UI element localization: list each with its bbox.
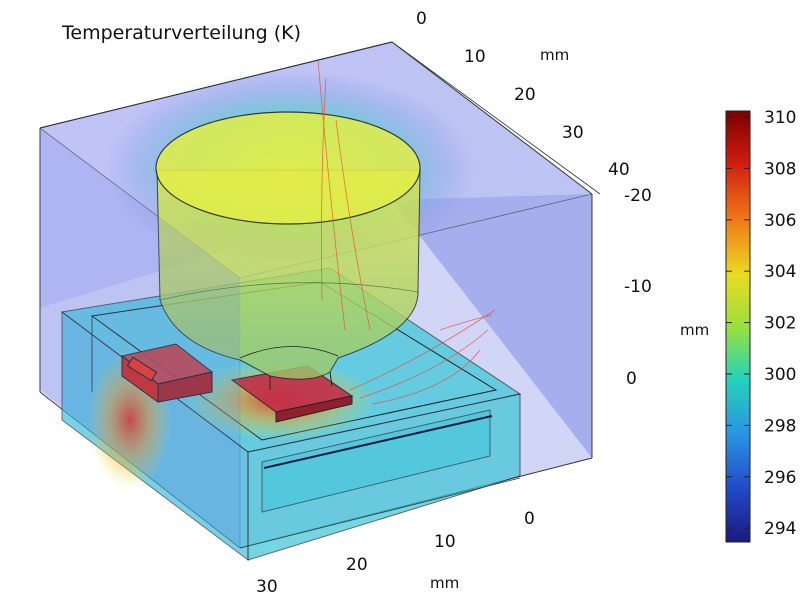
z-axis: -20 -10 0 mm [624,186,709,389]
colorbar-tick-label: 308 [764,159,796,179]
y-tick-0: 0 [416,9,427,29]
x-tick-0: 0 [524,509,535,529]
x-axis-unit: mm [430,574,459,592]
x-tick-3: 30 [256,577,278,597]
z-tick-1: -10 [624,277,652,297]
colorbar-tick-label: 304 [764,262,796,282]
y-tick-4: 40 [608,160,630,180]
x-tick-2: 20 [346,555,368,575]
colorbar-tick-label: 310 [764,108,796,128]
y-axis: 0 10 20 30 40 mm [391,9,630,195]
colorbar-gradient [725,110,751,543]
x-axis: 0 10 20 30 mm [239,477,535,597]
heater-left [120,343,214,403]
colorbar-tick-label: 300 [764,365,796,385]
colorbar-tick-label: 296 [764,468,796,488]
y-tick-3: 30 [562,123,584,143]
y-tick-1: 10 [464,47,486,67]
y-axis-unit: mm [540,46,569,64]
colorbar: 310 308 306 304 302 300 298 296 294 [725,108,796,543]
bounding-box-front [39,41,393,548]
colorbar-tick-label: 302 [764,314,796,334]
z-axis-unit: mm [680,321,709,339]
funnel [155,111,421,390]
z-tick-2: 0 [626,369,637,389]
streamlines [317,59,496,405]
colorbar-tick-label: 298 [764,416,796,436]
y-tick-2: 20 [514,85,536,105]
x-tick-1: 10 [434,532,456,552]
plot-title: Temperaturverteilung (K) [62,22,301,44]
z-tick-0: -20 [624,186,652,206]
colorbar-tick-label: 294 [764,519,796,539]
colorbar-tick-label: 306 [764,211,796,231]
